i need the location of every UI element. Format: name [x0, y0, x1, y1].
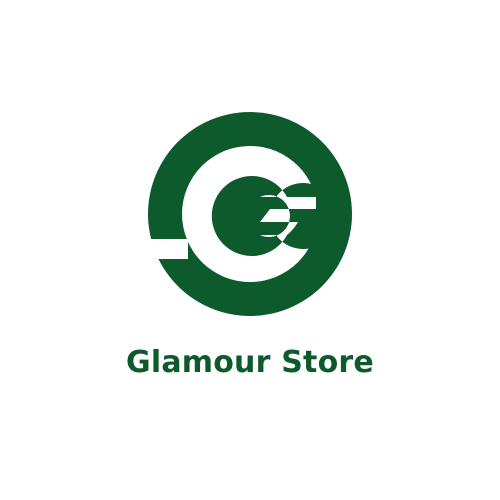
letter-g-monogram-icon — [148, 112, 352, 316]
brand-name: Glamour Store — [126, 345, 374, 380]
